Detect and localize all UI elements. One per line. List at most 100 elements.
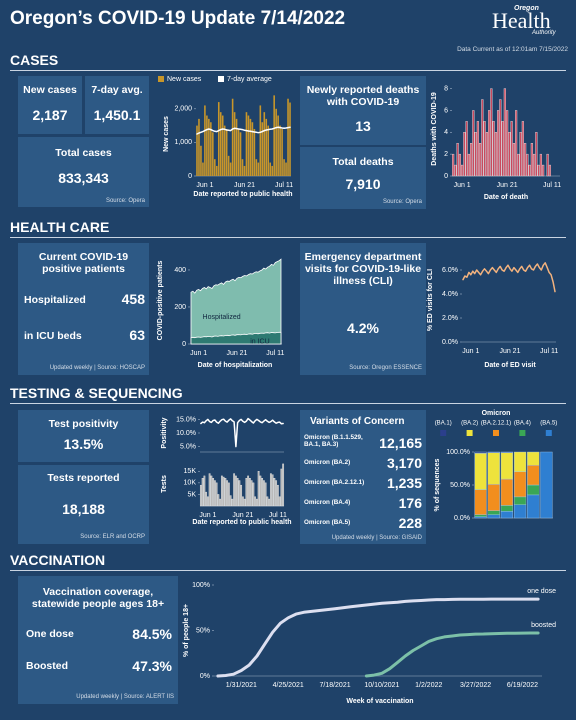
bar — [243, 498, 246, 507]
variant-value: 3,170 — [386, 455, 422, 471]
bar — [269, 473, 272, 507]
bar — [208, 118, 210, 176]
legend-label: (BA.1) — [435, 421, 452, 427]
area — [190, 258, 282, 345]
bar — [501, 121, 504, 177]
bar — [224, 478, 227, 507]
bar — [247, 475, 250, 507]
bar — [235, 118, 238, 176]
x-tick-label: Jun 1 — [454, 182, 471, 189]
bar — [229, 162, 232, 176]
y-tick-label: 0.0% — [442, 339, 458, 346]
y-tick-label: 400 — [174, 267, 186, 274]
legend-swatch — [158, 76, 164, 82]
bar — [222, 476, 225, 507]
kpi-label: 7-day avg. — [91, 84, 143, 96]
kpi-label: Tests reported — [47, 472, 120, 484]
kpi-label: Vaccination coverage, statewide people a… — [31, 586, 165, 610]
bar — [225, 128, 228, 176]
area — [190, 331, 282, 345]
kpi-value: 13 — [355, 118, 371, 134]
bar — [198, 118, 200, 176]
variant-value: 176 — [398, 495, 422, 511]
bar — [546, 153, 549, 177]
bar — [458, 153, 461, 177]
bar — [463, 132, 466, 177]
bar — [238, 480, 241, 507]
bar — [231, 498, 234, 507]
y-tick-label: 0 — [188, 173, 192, 180]
bar — [196, 125, 198, 176]
y-tick-label: 6 — [444, 107, 448, 114]
bar — [214, 159, 216, 176]
y-axis-title: % of sequences — [434, 458, 441, 511]
table-title: Variants of Concern — [310, 416, 405, 427]
x-axis-title: Date of hospitalization — [197, 362, 273, 369]
panel — [18, 465, 149, 544]
bar — [494, 132, 497, 177]
y-axis-title: % of people 18+ — [183, 604, 190, 657]
bar — [548, 164, 551, 177]
bar — [461, 164, 464, 177]
line — [462, 262, 556, 293]
x-tick-label: 7/18/2021 — [319, 682, 350, 689]
bar — [245, 478, 248, 507]
legend-swatch — [218, 76, 224, 82]
bar — [277, 115, 279, 176]
bar — [279, 125, 281, 176]
y-axis-title: % ED visits for CLI — [427, 269, 434, 331]
bar — [285, 162, 287, 176]
y-tick-label: 1,000 — [174, 139, 192, 146]
bar — [247, 115, 250, 176]
bar — [281, 128, 283, 176]
stack-segment — [527, 451, 540, 466]
bar — [485, 132, 488, 177]
stack-segment — [500, 505, 514, 512]
stack-segment — [527, 465, 540, 486]
stack-segment — [540, 451, 553, 519]
source: Updated weekly | Source: GISAID — [331, 535, 422, 541]
bar — [510, 121, 513, 177]
stack-segment — [527, 494, 540, 519]
source: Source: ELR and OCRP — [80, 534, 145, 540]
bar — [282, 463, 285, 507]
bar — [201, 478, 204, 507]
bar — [273, 95, 275, 176]
bar — [271, 474, 274, 507]
bar — [492, 121, 495, 177]
y-tick-label: 10K — [184, 480, 197, 487]
bar — [519, 132, 522, 177]
kpi-label: Total cases — [55, 147, 112, 159]
section-heading: HEALTH CARE — [10, 219, 566, 238]
panel — [300, 243, 426, 375]
stack-segment — [474, 489, 487, 515]
bar — [481, 99, 484, 177]
kpi-value: 63 — [129, 327, 145, 343]
variant-name: Omicron (BA.5) — [304, 519, 351, 526]
stack-segment — [527, 484, 540, 496]
kpi-label: Total deaths — [332, 156, 394, 168]
stack-segment — [500, 511, 514, 519]
bar — [278, 496, 281, 507]
bar — [490, 88, 493, 177]
bar — [241, 159, 244, 176]
bar — [503, 88, 506, 177]
bar — [535, 132, 538, 177]
x-tick-label: 10/10/2021 — [364, 682, 399, 689]
kpi-label: Hospitalized — [24, 294, 86, 306]
bar — [257, 471, 260, 507]
legend-label: New cases — [167, 76, 202, 83]
series-label: one dose — [527, 588, 556, 595]
y-tick-label: 4.0% — [442, 291, 458, 298]
legend-label: (BA.5) — [540, 421, 557, 427]
stack-segment — [474, 453, 487, 490]
section-heading: CASES — [10, 52, 566, 71]
y-tick-label: 0% — [200, 673, 210, 680]
x-tick-label: Jul 11 — [275, 182, 293, 189]
bar — [268, 498, 271, 507]
kpi-label: in ICU beds — [24, 330, 82, 342]
stack-segment — [487, 514, 500, 519]
y-tick-label: 15K — [184, 468, 197, 475]
y-tick-label: 200 — [174, 304, 186, 311]
y-tick-label: 50.0% — [450, 482, 470, 489]
